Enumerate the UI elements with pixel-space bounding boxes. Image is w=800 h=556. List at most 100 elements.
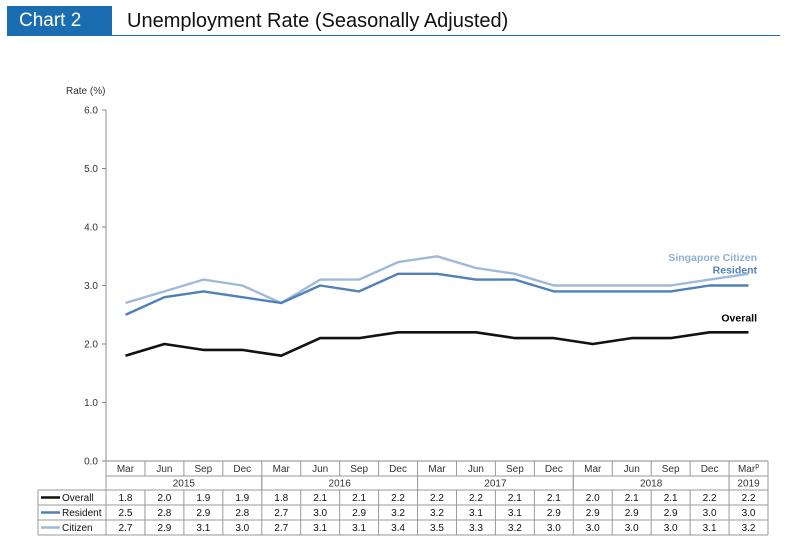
y-tick-label: 2.0 (84, 340, 98, 351)
x-tick-label: Jun (468, 464, 484, 475)
data-label: 3.0 (703, 508, 717, 519)
data-label: 2.1 (625, 493, 639, 504)
data-label: 2.1 (508, 493, 522, 504)
y-axis: 0.0 1.0 2.0 3.0 4.0 5.0 6.0 (84, 106, 107, 468)
data-label: 3.5 (430, 523, 444, 534)
y-axis-label: Rate (%) (66, 86, 105, 97)
data-label: 2.9 (586, 508, 600, 519)
series-end-label: Overall (721, 312, 757, 324)
data-label: 2.9 (547, 508, 561, 519)
y-tick-label: 0.0 (84, 457, 98, 468)
data-label: 2.9 (625, 508, 639, 519)
x-tick-label: Sep (194, 464, 212, 475)
data-label: 2.0 (586, 493, 600, 504)
data-label: 2.2 (742, 493, 756, 504)
data-label: 3.1 (469, 508, 483, 519)
legend-entry: Resident (62, 508, 102, 519)
x-tick-label: Mar (584, 464, 602, 475)
data-label: 3.2 (391, 508, 405, 519)
year-label: 2018 (640, 479, 663, 490)
data-label: 2.8 (157, 508, 171, 519)
year-label: 2017 (484, 479, 507, 490)
chart-header: Chart 2 Unemployment Rate (Seasonally Ad… (0, 0, 800, 38)
data-label: 2.9 (157, 523, 171, 534)
data-label: 3.1 (508, 508, 522, 519)
data-label: 2.2 (469, 493, 483, 504)
x-tick-label: Dec (701, 464, 719, 475)
data-label: 2.1 (664, 493, 678, 504)
series-end-label: Singapore Citizen (668, 252, 757, 264)
data-label: 1.9 (196, 493, 210, 504)
data-label: 3.0 (742, 508, 756, 519)
series-line-resident (125, 272, 749, 316)
series-end-label: Resident (713, 265, 758, 277)
series-lines (125, 255, 749, 358)
data-label: 2.8 (235, 508, 249, 519)
data-label: 3.1 (352, 523, 366, 534)
x-tick-label: Sep (506, 464, 524, 475)
year-label: 2016 (329, 479, 352, 490)
data-label: 2.1 (352, 493, 366, 504)
data-label: 2.7 (274, 523, 288, 534)
legend-entry: Overall (62, 493, 94, 504)
provisional-marker: p (755, 463, 759, 470)
table-row: Citizen 2.7 2.9 3.1 3.0 2.7 3.1 3.1 3.4 3.5 3.3 3.2… (41, 523, 756, 534)
x-tick-label: Dec (545, 464, 563, 475)
y-tick-label: 3.0 (84, 281, 98, 292)
x-tick-label: Sep (662, 464, 680, 475)
data-label: 2.1 (547, 493, 561, 504)
y-tick-label: 1.0 (84, 398, 98, 409)
series-line-overall (125, 330, 749, 358)
data-label: 3.1 (313, 523, 327, 534)
x-tick-label: Dec (233, 464, 251, 475)
data-label: 2.2 (391, 493, 405, 504)
y-tick-label: 5.0 (84, 164, 98, 175)
legend-entry: Citizen (62, 523, 93, 534)
x-tick-label: Mar (273, 464, 291, 475)
x-tick-label: Jun (624, 464, 640, 475)
series-line-citizen (125, 255, 749, 305)
x-tick-label: Jun (156, 464, 172, 475)
x-tick-label: Mar (428, 464, 446, 475)
data-label: 3.0 (313, 508, 327, 519)
data-label: 1.9 (235, 493, 249, 504)
data-label: 2.9 (664, 508, 678, 519)
data-label: 1.8 (119, 493, 133, 504)
data-label: 2.2 (430, 493, 444, 504)
data-label: 1.8 (274, 493, 288, 504)
data-table: Overall 1.8 2.0 1.9 1.9 1.8 2.1 2.1 2.2 2.2 2.2 2.1… (37, 489, 769, 536)
data-label: 3.2 (508, 523, 522, 534)
data-label: 2.9 (196, 508, 210, 519)
table-row: Resident 2.5 2.8 2.9 2.8 2.7 3.0 2.9 3.2 3.2 3.1 3.… (41, 508, 756, 519)
y-tick-label: 6.0 (84, 106, 98, 117)
x-tick-label: Sep (350, 464, 368, 475)
data-label: 2.7 (274, 508, 288, 519)
data-label: 2.9 (352, 508, 366, 519)
data-label: 2.0 (157, 493, 171, 504)
data-label: 3.0 (586, 523, 600, 534)
data-label: 3.4 (391, 523, 405, 534)
data-label: 2.7 (119, 523, 133, 534)
data-label: 2.1 (313, 493, 327, 504)
data-label: 3.2 (742, 523, 756, 534)
data-label: 3.2 (430, 508, 444, 519)
header-rule (112, 35, 780, 36)
data-label: 3.0 (547, 523, 561, 534)
data-label: 3.1 (703, 523, 717, 534)
chart-title: Unemployment Rate (Seasonally Adjusted) (127, 10, 509, 32)
data-label: 3.0 (235, 523, 249, 534)
chart-number-tag: Chart 2 (7, 6, 112, 36)
data-label: 3.3 (469, 523, 483, 534)
x-tick-label: Dec (389, 464, 407, 475)
data-label: 2.2 (703, 493, 717, 504)
data-label: 3.1 (196, 523, 210, 534)
data-label: 3.0 (664, 523, 678, 534)
year-label: 2015 (173, 479, 196, 490)
data-label: 3.0 (625, 523, 639, 534)
x-tick-label: Marp (738, 463, 759, 475)
data-label: 2.5 (119, 508, 133, 519)
year-label: 2019 (737, 479, 760, 490)
y-tick-label: 4.0 (84, 223, 98, 234)
